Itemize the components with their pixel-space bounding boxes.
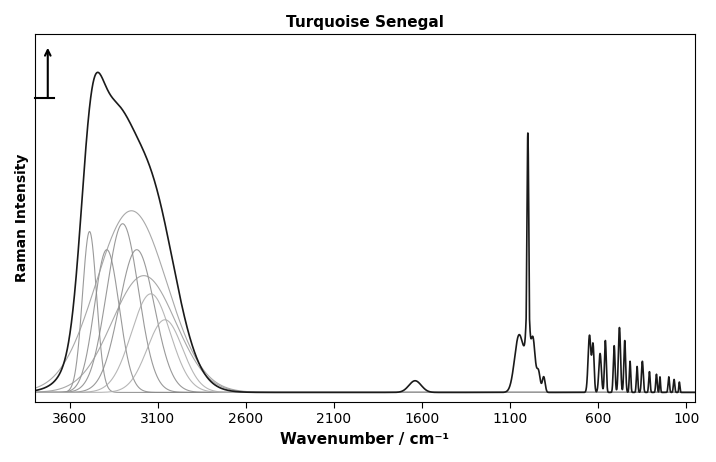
X-axis label: Wavenumber / cm⁻¹: Wavenumber / cm⁻¹ bbox=[281, 432, 450, 447]
Y-axis label: Raman Intensity: Raman Intensity bbox=[15, 154, 29, 282]
Title: Turquoise Senegal: Turquoise Senegal bbox=[286, 15, 444, 30]
